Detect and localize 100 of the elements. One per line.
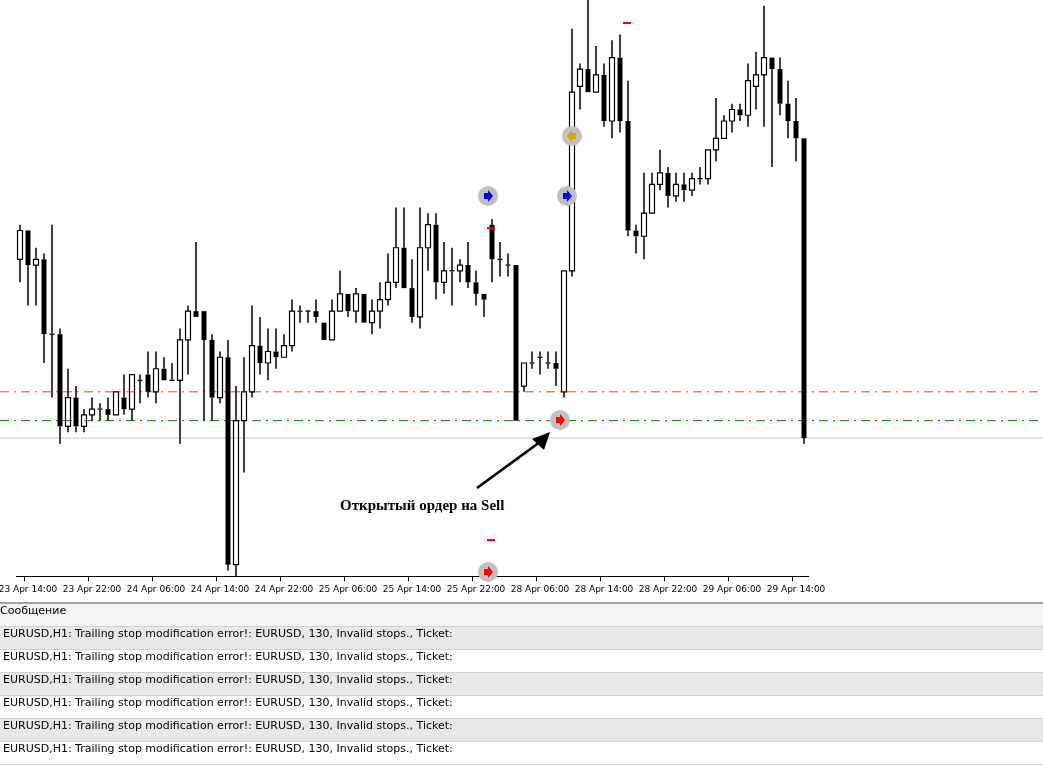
candlestick (392, 207, 400, 289)
candlestick (88, 397, 96, 421)
candlestick (105, 397, 111, 421)
candlestick (248, 305, 256, 398)
candlestick (769, 57, 775, 168)
candlestick (41, 253, 47, 364)
candlestick (744, 63, 752, 127)
candlestick (553, 351, 559, 387)
candlestick (273, 328, 279, 369)
candlestick (264, 328, 272, 381)
candlestick (73, 386, 79, 433)
candlestick (209, 334, 215, 421)
candlestick (568, 28, 576, 277)
candlestick (401, 207, 407, 289)
candlestick (633, 224, 639, 254)
x-tick-label: 28 Apr 06:00 (510, 583, 570, 594)
candlestick (737, 103, 743, 121)
candlestick (777, 57, 783, 116)
candlestick (184, 305, 192, 375)
candlestick (345, 293, 351, 317)
candlestick (257, 316, 263, 375)
text: EURUSD,H1: Trailing stop modification error!: EURUSD, 130, Invalid stops., Ticket: (0, 627, 1043, 650)
x-tick-label: 28 Apr 22:00 (638, 583, 698, 594)
candlestick (128, 373, 136, 421)
text: EURUSD,H1: Trailing stop modification error!: EURUSD, 130, Invalid stops., Ticket: (0, 673, 1043, 696)
x-tick-label: 24 Apr 14:00 (190, 583, 250, 594)
candlestick (625, 80, 631, 237)
candlestick (416, 207, 424, 329)
x-tick-label: 23 Apr 14:00 (0, 583, 58, 594)
x-tick-label: 24 Apr 06:00 (126, 583, 186, 594)
candlestick (313, 299, 319, 323)
candlestick (376, 282, 384, 329)
candlestick (440, 242, 448, 294)
candlestick (321, 322, 327, 340)
candlestick (681, 172, 687, 202)
candlestick (176, 328, 184, 444)
x-tick-label: 28 Apr 14:00 (574, 583, 634, 594)
candlestick (121, 374, 127, 415)
candlestick (336, 270, 344, 312)
candlestick (585, 0, 591, 93)
candlestick (793, 97, 799, 162)
x-tick-label: 24 Apr 22:00 (254, 583, 314, 594)
candlestick (665, 167, 671, 208)
candlestick (225, 339, 231, 571)
candlestick (145, 351, 151, 398)
candlestick (280, 334, 288, 358)
x-tick-label: 29 Apr 06:00 (702, 583, 762, 594)
candlestick (728, 103, 736, 133)
candlestick (608, 40, 616, 139)
candlestick (489, 218, 495, 283)
candlestick (25, 230, 31, 306)
candlestick (801, 138, 807, 444)
candlestick (409, 259, 415, 323)
annotation: Открытый ордер на Sell (340, 497, 505, 514)
candlestick (704, 149, 712, 185)
candlestick (473, 270, 479, 306)
candlestick (712, 97, 720, 162)
text: EURUSD,H1: Trailing stop modification error!: EURUSD, 130, Invalid stops., Ticket: (0, 696, 1043, 719)
candlestick (656, 149, 664, 191)
candlestick (513, 265, 519, 421)
candlestick (352, 288, 360, 323)
candlestick (760, 5, 768, 127)
candlestick (64, 368, 72, 433)
candlestick (640, 172, 648, 260)
candlestick (384, 253, 392, 306)
candlestick (672, 172, 680, 202)
candlestick (152, 351, 160, 404)
text: EURUSD,H1: Trailing stop modification error!: EURUSD, 130, Invalid stops., Ticket: (0, 650, 1043, 673)
candlestick (545, 351, 551, 369)
candlestick (161, 357, 167, 381)
candlestick (240, 357, 248, 473)
text: EURUSD,H1: Trailing stop modification error!: EURUSD, 130, Invalid stops., Ticket: (0, 742, 1043, 765)
text: Сообщение (0, 604, 1043, 627)
candlestick (465, 242, 471, 289)
candlestick (297, 305, 303, 323)
x-tick-label: 25 Apr 22:00 (446, 583, 506, 594)
candlestick (529, 351, 535, 369)
candlestick (688, 172, 696, 196)
candlestick (648, 172, 656, 214)
candlestick (560, 270, 568, 398)
candlestick (481, 293, 487, 317)
candlestick (216, 351, 224, 404)
candlestick (617, 34, 623, 133)
candlestick (201, 311, 207, 421)
x-tick-label: 25 Apr 14:00 (382, 583, 442, 594)
candlestick (785, 80, 791, 139)
candlestick (505, 253, 511, 277)
x-tick-label: 23 Apr 22:00 (62, 583, 122, 594)
candlestick (456, 259, 464, 283)
candlestick (424, 213, 432, 271)
candlestick (97, 403, 103, 421)
candlestick (576, 63, 584, 110)
candlestick (32, 247, 40, 306)
candlestick (328, 299, 336, 341)
x-tick-label: 25 Apr 06:00 (318, 583, 378, 594)
candlestick (601, 63, 607, 127)
candlestick (361, 293, 367, 323)
candlestick (433, 213, 439, 300)
candlestick (752, 51, 760, 110)
candlestick (520, 362, 528, 392)
